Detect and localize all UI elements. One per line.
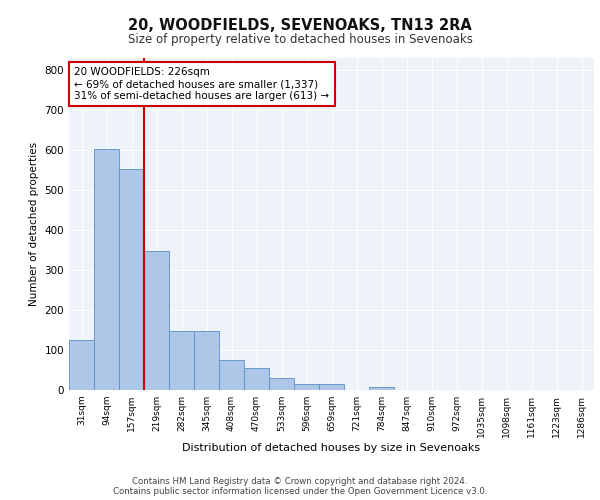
Text: 20 WOODFIELDS: 226sqm
← 69% of detached houses are smaller (1,337)
31% of semi-d: 20 WOODFIELDS: 226sqm ← 69% of detached … <box>74 68 329 100</box>
Bar <box>269 378 294 390</box>
Bar <box>369 387 394 390</box>
Bar <box>219 360 244 390</box>
Text: Size of property relative to detached houses in Sevenoaks: Size of property relative to detached ho… <box>128 32 472 46</box>
Text: 20, WOODFIELDS, SEVENOAKS, TN13 2RA: 20, WOODFIELDS, SEVENOAKS, TN13 2RA <box>128 18 472 32</box>
Bar <box>294 384 319 390</box>
Bar <box>244 368 269 390</box>
Text: Contains public sector information licensed under the Open Government Licence v3: Contains public sector information licen… <box>113 488 487 496</box>
Y-axis label: Number of detached properties: Number of detached properties <box>29 142 39 306</box>
Bar <box>119 170 144 390</box>
Bar <box>144 250 169 390</box>
Text: Contains HM Land Registry data © Crown copyright and database right 2024.: Contains HM Land Registry data © Crown c… <box>132 478 468 486</box>
X-axis label: Distribution of detached houses by size in Sevenoaks: Distribution of detached houses by size … <box>182 442 481 452</box>
Bar <box>194 330 219 390</box>
Bar <box>69 340 94 390</box>
Bar <box>94 149 119 390</box>
Bar <box>169 330 194 390</box>
Bar <box>319 384 344 390</box>
